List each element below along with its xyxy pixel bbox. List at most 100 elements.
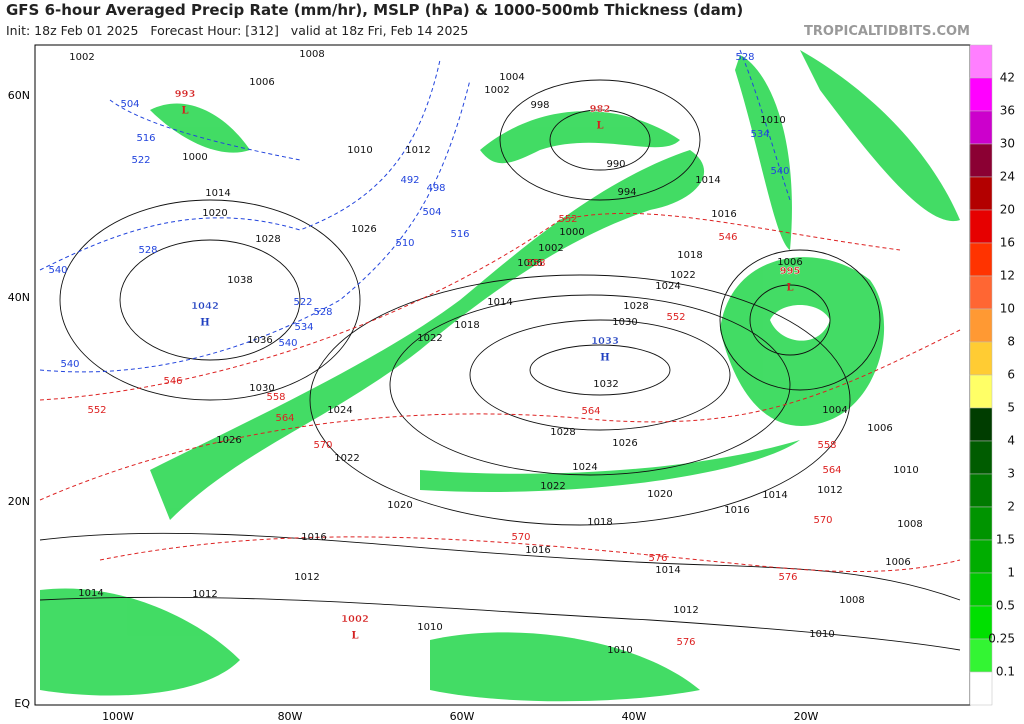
isobar-label: 1018 [454,320,479,331]
isobar-label: 1004 [499,72,524,83]
thickness-label: 540 [278,338,297,349]
isobar-label: 1022 [540,481,565,492]
isobar-label: 1016 [525,545,550,556]
thickness-label: 570 [511,532,530,543]
thickness-label: 540 [60,359,79,370]
center-pressure: 1002 [341,614,369,625]
thickness-label: 552 [87,405,106,416]
colorbar-label: 5 [1007,401,1015,415]
isobar-label: 1006 [517,258,542,269]
colorbar-swatch [969,473,993,508]
isobar [39,596,961,651]
isobar-label: 1026 [351,224,376,235]
precip-blob [40,588,240,696]
isobar-label: 1010 [893,465,918,476]
thickness-label: 552 [666,312,685,323]
colorbar-label: 4 [1007,434,1015,448]
isobar-label: 1024 [327,405,352,416]
thickness-label: 528 [735,52,754,63]
isobar [469,319,731,431]
isobar-label: 1012 [192,589,217,600]
thickness-label: 492 [400,175,419,186]
isobar-label: 1006 [885,557,910,568]
colorbar-label: 30 [1000,137,1015,151]
colorbar-label: 6 [1007,368,1015,382]
isobar-label: 1016 [724,505,749,516]
thickness-line [109,99,301,161]
colorbar-label: 2 [1007,500,1015,514]
lat-label: 20N [8,495,30,508]
thickness-line [39,329,961,501]
isobar [749,284,831,356]
isobar-label: 1014 [762,490,787,501]
colorbar-swatch [969,77,993,112]
lon-label: 40W [622,710,647,723]
thickness-label: 510 [395,238,414,249]
isobar [59,199,361,401]
center-symbol: H [600,353,609,364]
isobar [389,294,791,476]
isobar-label: 1002 [69,52,94,63]
thickness-label: 522 [293,297,312,308]
isobar-label: 1000 [182,152,207,163]
colorbar-label: 42 [1000,71,1015,85]
isobar-label: 1012 [294,572,319,583]
precip [40,50,960,702]
colorbar-swatch [969,242,993,277]
colorbar-swatch [969,671,993,706]
colorbar-swatch [969,110,993,145]
isobar-label: 1028 [255,234,280,245]
isobar [39,532,961,601]
isobar-label: 1010 [607,645,632,656]
colorbar-swatch [969,308,993,343]
isobar-label: 1000 [559,227,584,238]
colorbar-label: 8 [1007,335,1015,349]
thickness-blue [39,49,791,373]
isobar-label: 1006 [777,257,802,268]
lon-label: 20W [794,710,819,723]
isobar-label: 1010 [760,115,785,126]
colorbar-swatch [969,440,993,475]
isobar-label: 1022 [334,453,359,464]
isobar [719,249,881,391]
isobars [39,79,961,651]
isobar-label: 1002 [538,243,563,254]
colorbar-swatch [969,176,993,211]
isobar-label: 1018 [677,250,702,261]
isobar-label: 1036 [247,335,272,346]
thickness-label: 576 [778,572,797,583]
precip-blob [430,632,700,702]
isobar [499,79,701,201]
isobar-label: 1012 [405,145,430,156]
thickness-line [99,536,961,573]
lat-label: 40N [8,291,30,304]
colorbar-swatch [969,44,993,79]
lon-label: 100W [102,710,134,723]
thickness-label: 570 [313,440,332,451]
isobar-label: 1020 [202,208,227,219]
isobar-label: 1006 [249,77,274,88]
colorbar-swatch [969,275,993,310]
colorbar-swatch [969,407,993,442]
isobar-label: 1038 [227,275,252,286]
colorbar-label: 16 [1000,236,1015,250]
isobar-label: 1024 [655,281,680,292]
isobar-label: 998 [530,100,549,111]
thickness-label: 516 [136,133,155,144]
isobar-label: 1014 [487,297,512,308]
thickness-label: 546 [163,376,182,387]
labels: 60N 40N 20N EQ 100W 80W 60W 40W 20W 993 L 982 L 995 L 1… [8,49,923,723]
thickness-label: 528 [138,245,157,256]
isobar-label: 1004 [822,405,847,416]
isobar-label: 1028 [623,301,648,312]
thickness-label: 498 [426,183,445,194]
subtitle: Init: 18z Feb 01 2025 Forecast Hour: [31… [6,23,468,38]
isobar [549,109,651,171]
center-symbol: H [200,318,209,329]
thickness-label: 546 [718,232,737,243]
colorbar-swatch [969,341,993,376]
thickness-label: 534 [294,322,313,333]
isobar-label: 1026 [216,435,241,446]
title: GFS 6-hour Averaged Precip Rate (mm/hr),… [6,1,743,19]
colorbar-label: 0.25 [988,632,1015,646]
